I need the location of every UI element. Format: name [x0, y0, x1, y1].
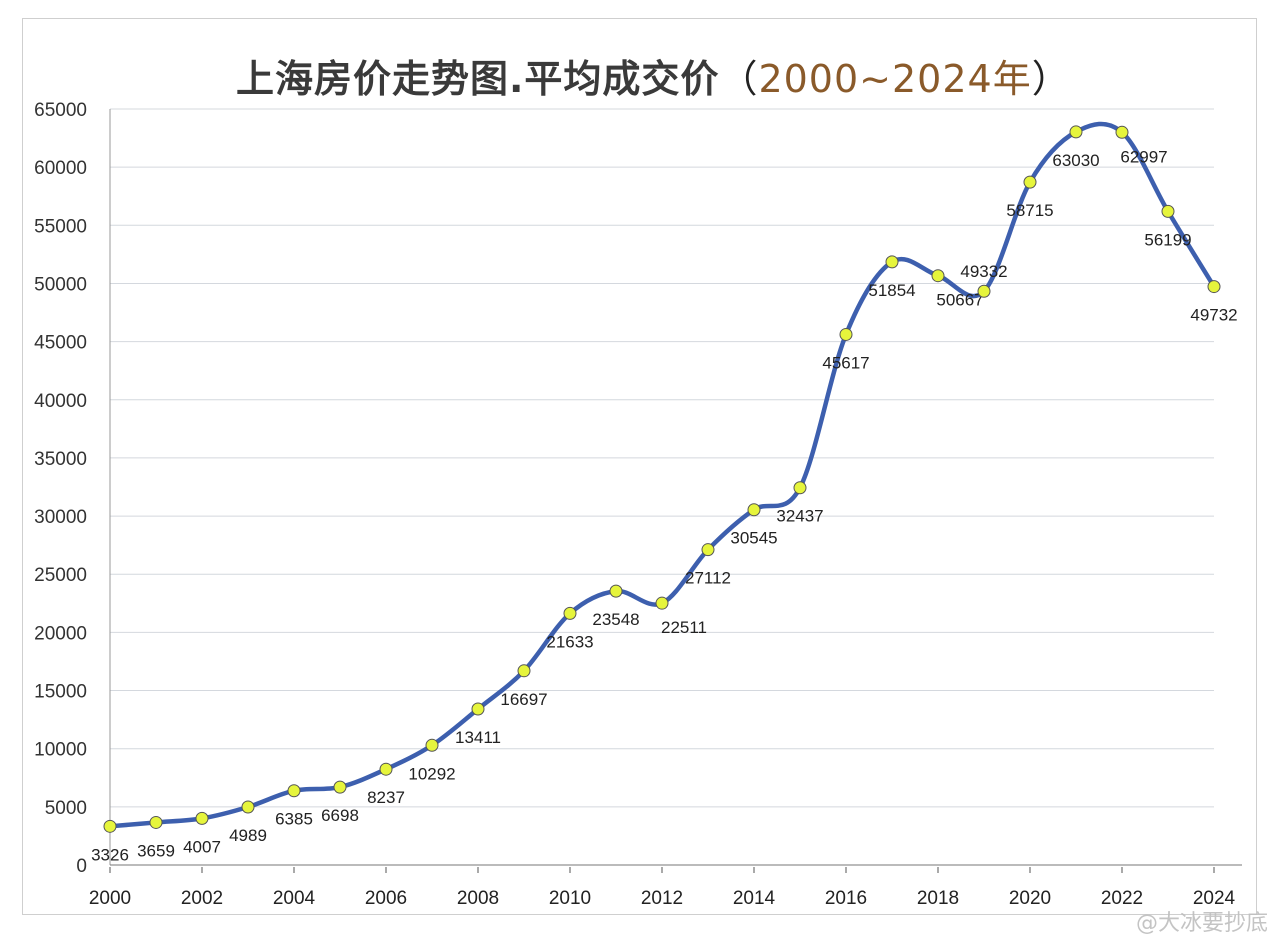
y-tick-label: 40000: [34, 391, 87, 412]
data-point: [149, 815, 163, 829]
x-tick-label: 2022: [1101, 888, 1143, 909]
y-tick-label: 10000: [34, 740, 87, 761]
y-tick-label: 15000: [34, 682, 87, 703]
data-point: [609, 584, 623, 598]
x-tick-label: 2020: [1009, 888, 1051, 909]
data-label: 4989: [229, 826, 267, 845]
watermark: @大冰要抄底: [1135, 911, 1268, 936]
x-tick-label: 2024: [1193, 888, 1236, 909]
data-label: 10292: [408, 764, 455, 783]
data-point: [195, 811, 209, 825]
data-label: 6385: [275, 810, 313, 829]
data-point: [241, 800, 255, 814]
data-label: 50667: [936, 291, 983, 310]
data-point: [977, 284, 991, 298]
data-point: [1161, 204, 1175, 218]
data-point: [471, 702, 485, 716]
data-label: 62997: [1120, 147, 1167, 166]
data-label: 23548: [592, 610, 639, 629]
x-tick-label: 2008: [457, 888, 499, 909]
y-tick-label: 20000: [34, 623, 87, 644]
data-point: [793, 481, 807, 495]
y-tick-label: 55000: [34, 216, 87, 237]
series-line: [107, 121, 1217, 829]
x-tick-label: 2006: [365, 888, 407, 909]
y-tick-label: 25000: [34, 565, 87, 586]
data-point: [1023, 175, 1037, 189]
data-point: [931, 269, 945, 283]
data-label: 49732: [1190, 306, 1237, 325]
data-label: 21633: [546, 632, 593, 651]
data-point: [701, 543, 715, 557]
data-label: 49332: [960, 262, 1007, 281]
data-label: 56199: [1144, 230, 1191, 249]
data-point: [333, 780, 347, 794]
data-label: 22511: [661, 618, 707, 637]
data-point: [1115, 125, 1129, 139]
data-label: 4007: [183, 837, 221, 856]
data-point: [103, 819, 117, 833]
data-point: [885, 255, 899, 269]
data-point: [287, 784, 301, 798]
data-point: [517, 664, 531, 678]
data-label: 3326: [91, 845, 129, 864]
x-tick-label: 2000: [89, 888, 131, 909]
data-label: 16697: [500, 690, 547, 709]
title-main: 上海房价走势图.平均成交价: [236, 57, 720, 101]
title-subtitle: 2000~2024年: [758, 57, 1032, 101]
data-label: 51854: [868, 281, 915, 300]
y-tick-label: 35000: [34, 449, 87, 470]
y-tick-label: 5000: [45, 798, 87, 819]
y-tick-label: 60000: [34, 158, 87, 179]
chart-title: 上海房价走势图.平均成交价（2000~2024年）: [236, 57, 1071, 101]
x-tick-label: 2002: [181, 888, 223, 909]
data-label: 30545: [730, 529, 777, 548]
y-tick-label: 30000: [34, 507, 87, 528]
data-point: [1207, 280, 1221, 294]
x-tick-label: 2018: [917, 888, 959, 909]
data-point: [747, 503, 761, 517]
x-tick-label: 2010: [549, 888, 591, 909]
y-tick-label: 65000: [34, 100, 87, 121]
data-point: [655, 596, 669, 610]
data-point: [563, 606, 577, 620]
y-tick-label: 0: [76, 856, 87, 877]
data-label: 6698: [321, 806, 359, 825]
data-label: 8237: [367, 788, 405, 807]
chart-frame: [22, 18, 1257, 915]
data-point: [839, 327, 853, 341]
x-tick-label: 2014: [733, 888, 776, 909]
y-tick-label: 50000: [34, 274, 87, 295]
data-point: [425, 738, 439, 752]
data-label: 63030: [1052, 151, 1099, 170]
x-tick-label: 2016: [825, 888, 867, 909]
data-label: 58715: [1006, 201, 1053, 220]
data-label: 32437: [776, 507, 823, 526]
x-tick-label: 2004: [273, 888, 316, 909]
data-label: 3659: [137, 841, 175, 860]
data-label: 27112: [685, 569, 731, 588]
data-point: [1069, 125, 1083, 139]
data-label: 45617: [822, 353, 869, 372]
data-label: 13411: [455, 728, 501, 747]
data-point: [379, 762, 393, 776]
x-tick-label: 2012: [641, 888, 683, 909]
y-tick-label: 45000: [34, 333, 87, 354]
